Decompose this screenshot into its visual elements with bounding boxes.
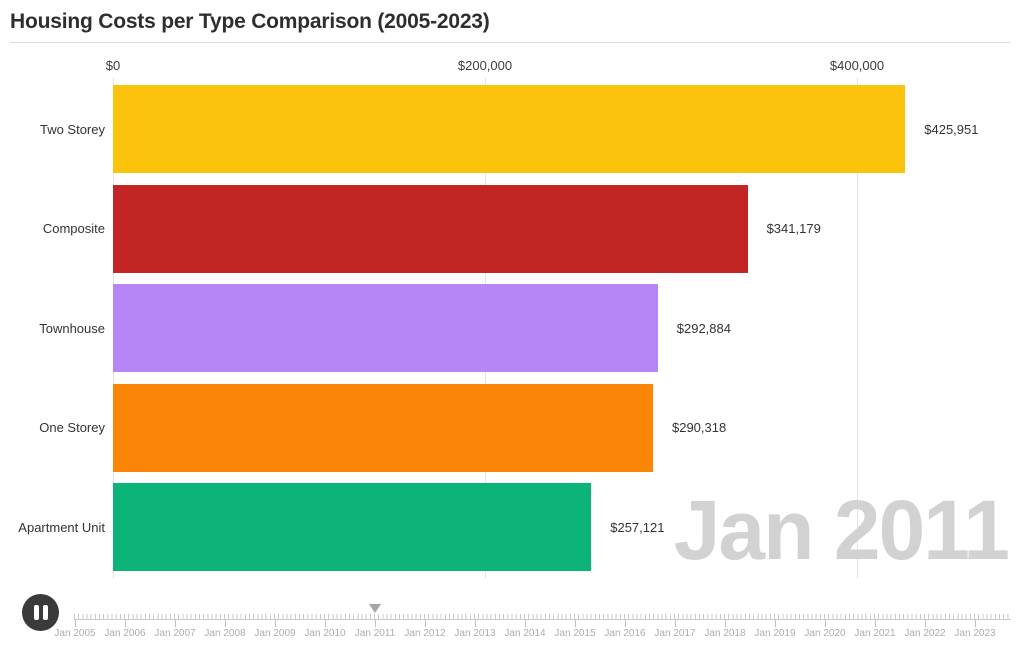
timeline-year-label: Jan 2012 bbox=[404, 628, 446, 639]
timeline-year-label: Jan 2010 bbox=[304, 628, 346, 639]
timeline-year-tick bbox=[325, 619, 326, 627]
timeline-year-tick bbox=[775, 619, 776, 627]
timeline-year-label: Jan 2005 bbox=[54, 628, 96, 639]
timeline-year-label: Jan 2019 bbox=[754, 628, 796, 639]
timeline-year-label: Jan 2015 bbox=[554, 628, 596, 639]
current-period-watermark: Jan 2011 bbox=[673, 483, 1010, 577]
chart-title: Housing Costs per Type Comparison (2005-… bbox=[10, 10, 490, 33]
timeline-year-label: Jan 2023 bbox=[954, 628, 996, 639]
timeline-year-label: Jan 2016 bbox=[604, 628, 646, 639]
timeline-year-tick bbox=[975, 619, 976, 627]
timeline-year-tick bbox=[125, 619, 126, 627]
timeline-year-label: Jan 2008 bbox=[204, 628, 246, 639]
x-axis-tick-label: $0 bbox=[105, 58, 121, 73]
bar bbox=[113, 184, 748, 273]
timeline-year-tick bbox=[75, 619, 76, 627]
timeline-year-label: Jan 2007 bbox=[154, 628, 196, 639]
value-label: $290,318 bbox=[671, 420, 727, 435]
timeline-year-tick bbox=[425, 619, 426, 627]
timeline-year-tick bbox=[475, 619, 476, 627]
x-gridline bbox=[857, 78, 858, 578]
value-label: $425,951 bbox=[924, 121, 979, 137]
timeline-year-tick bbox=[175, 619, 176, 627]
timeline-playhead-icon[interactable] bbox=[369, 604, 381, 613]
timeline-year-label: Jan 2018 bbox=[704, 628, 746, 639]
x-axis-tick-label: $400,000 bbox=[829, 58, 885, 73]
timeline-year-label: Jan 2022 bbox=[904, 628, 946, 639]
timeline-year-tick bbox=[375, 619, 376, 627]
timeline-year-tick bbox=[875, 619, 876, 627]
value-label: $341,179 bbox=[766, 221, 821, 236]
timeline-year-tick bbox=[725, 619, 726, 627]
timeline-year-tick bbox=[825, 619, 826, 627]
bar bbox=[113, 284, 658, 372]
chart-header: Housing Costs per Type Comparison (2005-… bbox=[10, 10, 1010, 43]
timeline-year-tick bbox=[525, 619, 526, 627]
timeline-axis bbox=[74, 619, 1011, 620]
category-label: Composite bbox=[42, 221, 105, 236]
timeline-year-label: Jan 2020 bbox=[804, 628, 846, 639]
timeline-year-tick bbox=[575, 619, 576, 627]
timeline-year-tick bbox=[925, 619, 926, 627]
value-label: $292,884 bbox=[676, 320, 731, 336]
timeline-year-tick bbox=[225, 619, 226, 627]
category-label: Apartment Unit bbox=[18, 519, 105, 535]
timeline-year-label: Jan 2006 bbox=[104, 628, 146, 639]
value-label: $257,121 bbox=[610, 519, 665, 535]
timeline-year-label: Jan 2014 bbox=[504, 628, 546, 639]
category-label: Two Storey bbox=[39, 121, 105, 137]
bar bbox=[113, 383, 653, 472]
timeline-year-tick bbox=[625, 619, 626, 627]
bar bbox=[113, 85, 906, 173]
timeline-year-tick bbox=[275, 619, 276, 627]
timeline-year-label: Jan 2009 bbox=[254, 628, 296, 639]
pause-icon bbox=[33, 605, 48, 620]
timeline-year-label: Jan 2017 bbox=[654, 628, 696, 639]
category-label: Townhouse bbox=[39, 320, 105, 336]
category-label: One Storey bbox=[39, 420, 105, 435]
timeline-year-label: Jan 2011 bbox=[354, 628, 396, 639]
bar bbox=[113, 483, 592, 571]
x-axis-tick-label: $200,000 bbox=[457, 58, 513, 73]
timeline-year-tick bbox=[675, 619, 676, 627]
timeline-year-label: Jan 2013 bbox=[454, 628, 496, 639]
timeline-minor-ticks bbox=[74, 614, 1011, 619]
pause-button[interactable] bbox=[22, 594, 59, 631]
timeline-year-label: Jan 2021 bbox=[854, 628, 896, 639]
